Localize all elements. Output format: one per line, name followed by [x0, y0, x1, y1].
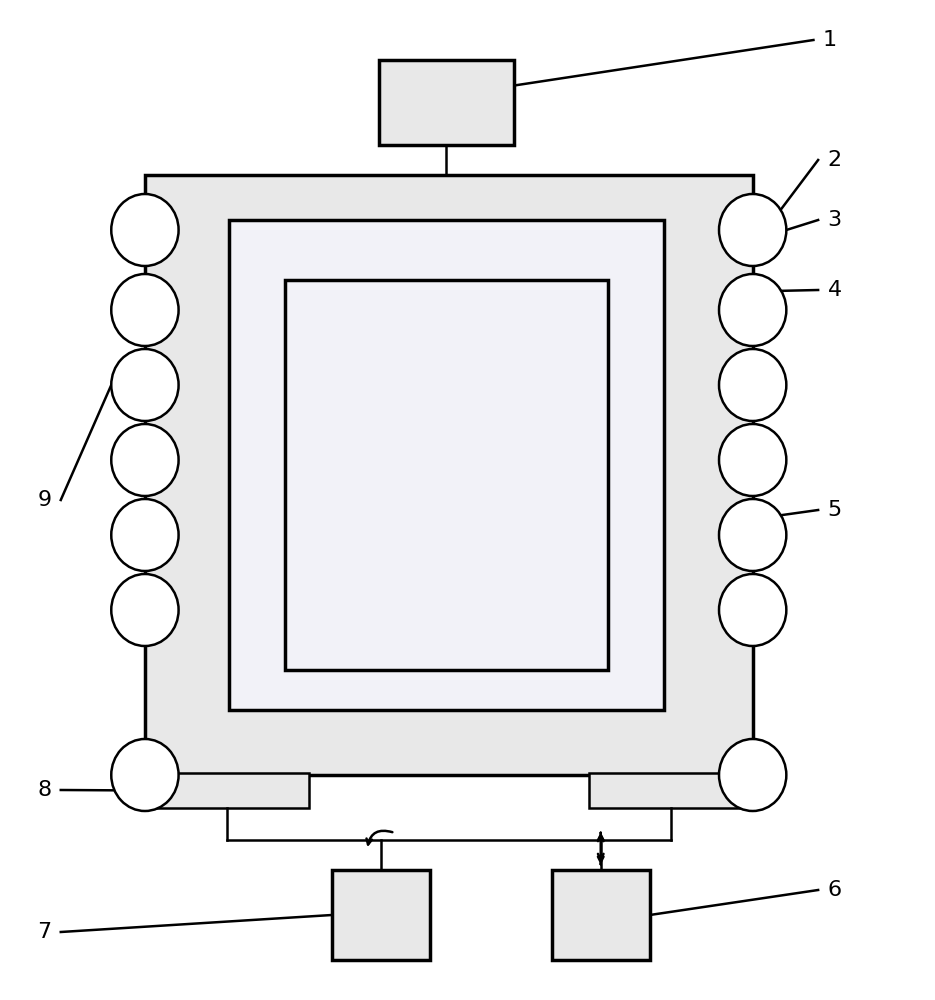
- Bar: [379, 60, 514, 145]
- Bar: [332, 870, 430, 960]
- Text: 8: 8: [37, 780, 51, 800]
- Circle shape: [111, 194, 179, 266]
- Circle shape: [111, 739, 179, 811]
- Circle shape: [111, 274, 179, 346]
- Bar: [145, 175, 753, 775]
- Bar: [552, 870, 650, 960]
- Bar: [285, 280, 608, 670]
- Text: 3: 3: [827, 210, 842, 230]
- Circle shape: [719, 574, 786, 646]
- Text: 5: 5: [827, 500, 842, 520]
- Circle shape: [719, 274, 786, 346]
- Circle shape: [111, 574, 179, 646]
- Text: 2: 2: [827, 150, 842, 170]
- Bar: [229, 220, 664, 710]
- Bar: [589, 773, 753, 808]
- Bar: [164, 190, 734, 765]
- Circle shape: [111, 499, 179, 571]
- Circle shape: [719, 739, 786, 811]
- Circle shape: [111, 349, 179, 421]
- Circle shape: [719, 424, 786, 496]
- Circle shape: [719, 499, 786, 571]
- Bar: [145, 773, 309, 808]
- Text: 1: 1: [823, 30, 837, 50]
- Circle shape: [719, 194, 786, 266]
- Text: 7: 7: [37, 922, 51, 942]
- Text: 4: 4: [827, 280, 842, 300]
- Text: 9: 9: [37, 490, 51, 510]
- Text: 6: 6: [827, 880, 842, 900]
- Circle shape: [111, 424, 179, 496]
- Circle shape: [719, 349, 786, 421]
